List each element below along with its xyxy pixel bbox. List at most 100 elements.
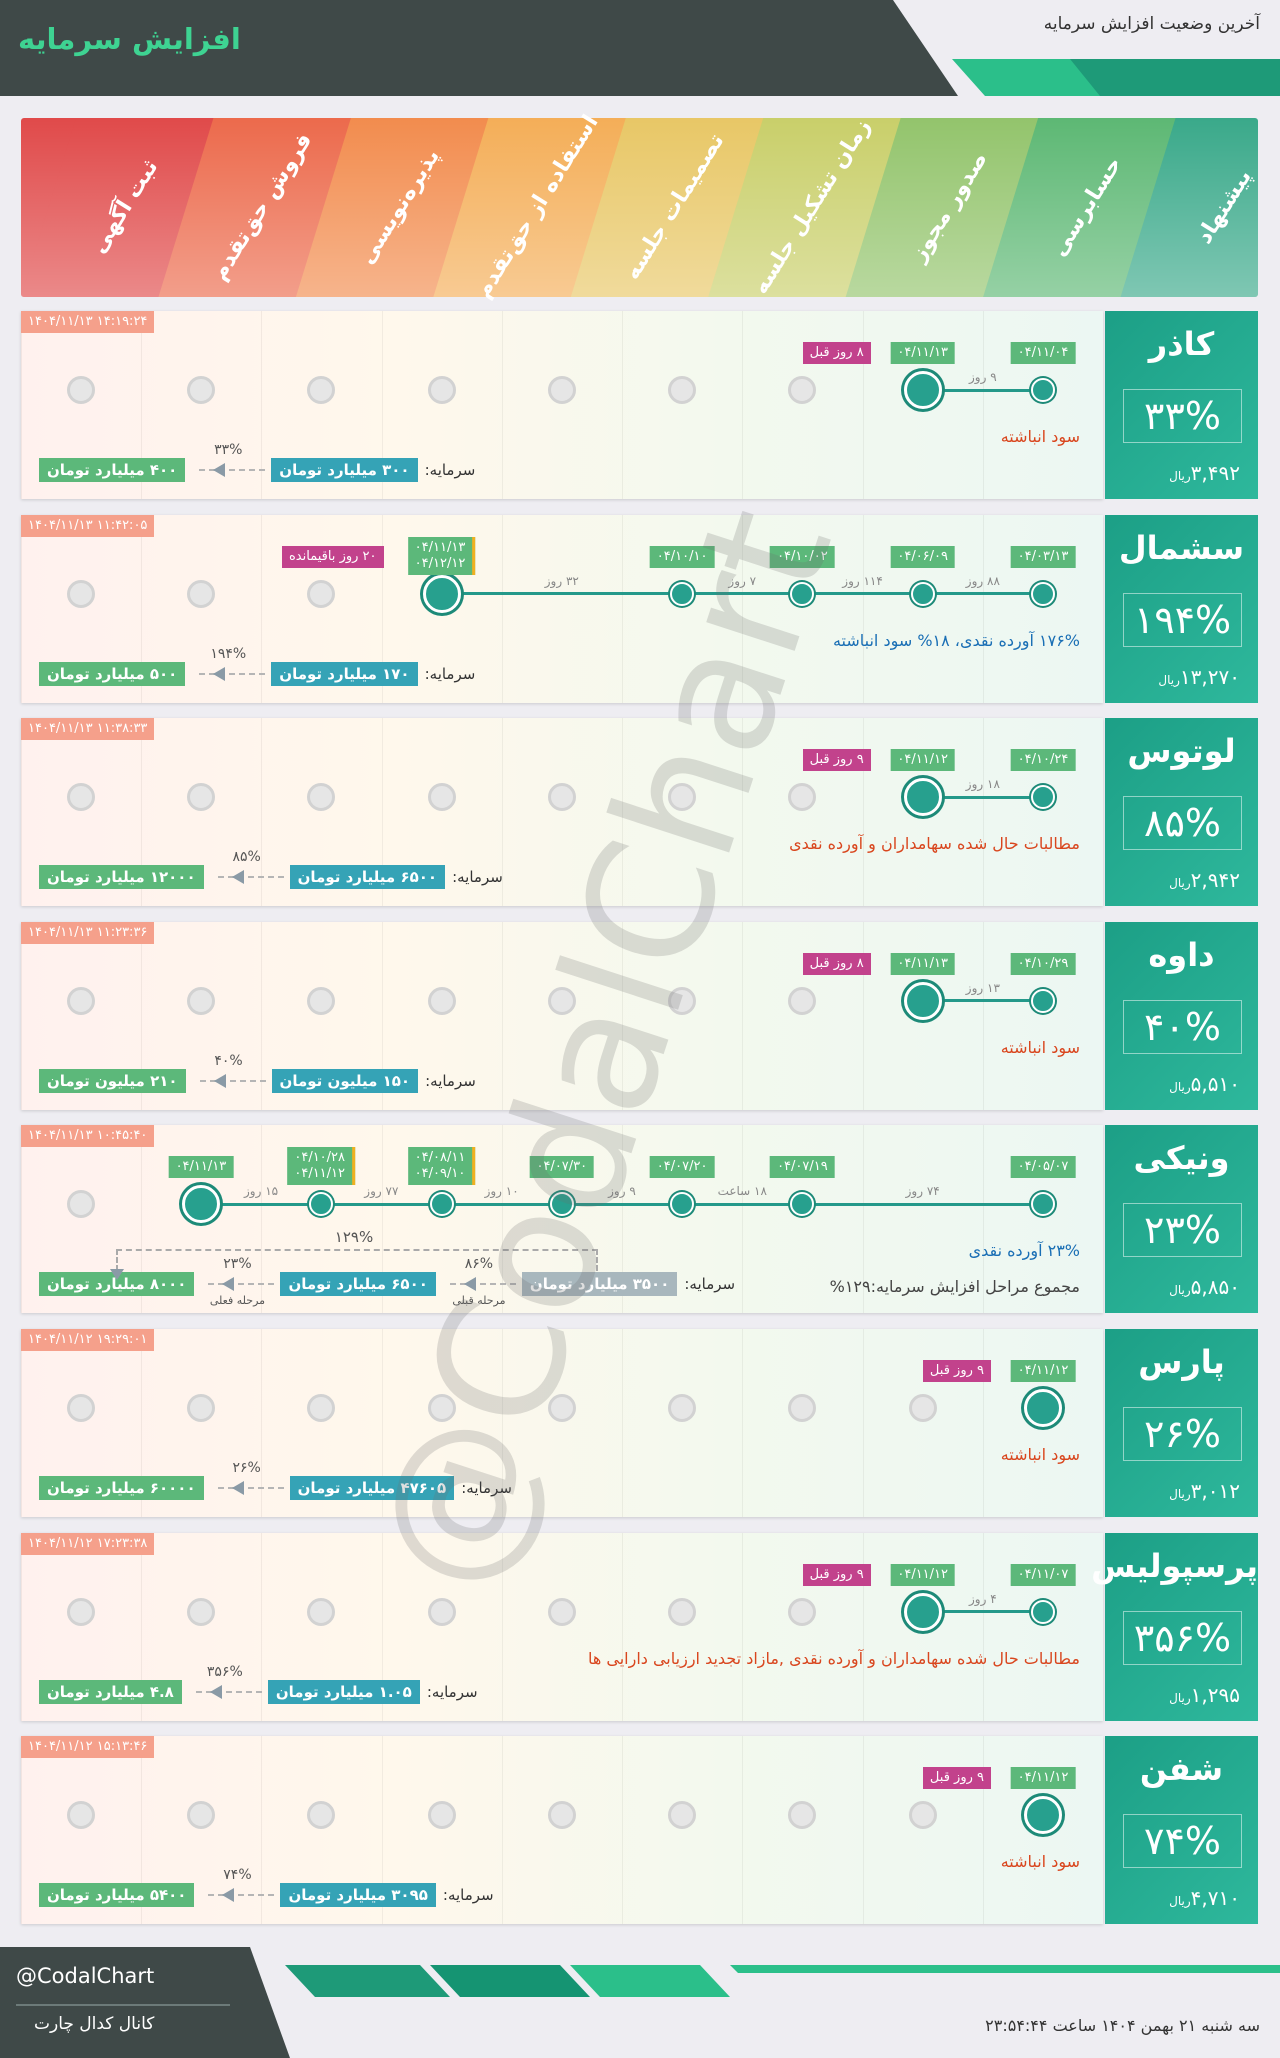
column-divider	[622, 1532, 624, 1721]
stage-circle	[668, 1597, 697, 1626]
timeline-line	[922, 795, 1043, 799]
date-label: ۰۴/۰۳/۱۳	[1010, 545, 1076, 568]
price: ۵,۵۱۰ ریال	[1169, 1072, 1240, 1096]
company-name: کاذر	[1148, 325, 1215, 363]
company-card	[20, 1736, 1103, 1925]
currency: ریال	[1169, 1690, 1191, 1705]
price-value: ۵,۵۱۰	[1190, 1071, 1240, 1096]
stage-circle	[427, 1801, 456, 1830]
gap-label: ۳۲ روز	[544, 573, 579, 588]
column-divider	[862, 1532, 864, 1721]
percent-box: ۳۳%	[1123, 389, 1242, 443]
column-divider	[862, 1736, 864, 1925]
description: ۱۷۶% آورده نقدی، ۱۸% سود انباشته	[832, 630, 1080, 650]
column-divider	[261, 311, 263, 499]
price: ۴,۷۱۰ ریال	[1169, 1886, 1240, 1910]
column-divider	[140, 1532, 142, 1721]
date-label: ۰۴/۰۸/۱۱ ۰۴/۰۹/۱۰	[407, 1147, 476, 1186]
current-capital: ۱۷۰ میلیارد تومان	[271, 661, 418, 686]
price: ۳,۴۹۲ ریال	[1169, 461, 1240, 485]
price-value: ۴,۷۱۰	[1190, 1886, 1240, 1911]
stage-circle	[547, 783, 576, 812]
arrow-line	[199, 469, 266, 471]
column-divider	[983, 1736, 984, 1925]
column-divider	[622, 1329, 624, 1517]
column-divider	[381, 311, 383, 499]
stage-circle	[66, 1597, 95, 1626]
column-divider	[983, 1125, 984, 1314]
column-divider	[140, 1125, 142, 1314]
stage-circle	[547, 1394, 576, 1422]
currency: ریال	[1169, 1283, 1191, 1298]
capital-change: ۱۹۴%	[210, 645, 247, 662]
capital-change: ۷۴%	[223, 1867, 252, 1884]
percent-box: ۳۵۶%	[1123, 1610, 1242, 1665]
gap-label: ۸۸ روز	[965, 573, 1000, 588]
gap-label: ۹ روز	[969, 370, 997, 384]
column-divider	[140, 1736, 142, 1925]
column-divider	[501, 1736, 503, 1925]
column-divider	[501, 311, 503, 499]
price-value: ۳,۰۱۲	[1190, 1479, 1240, 1503]
status-badge: ۹ روز قبل	[802, 1563, 871, 1586]
column-divider	[742, 921, 744, 1110]
arrow-head	[463, 1277, 476, 1292]
stage-circle	[307, 376, 336, 404]
capital-arrow: ۷۴%	[200, 1867, 275, 1907]
description: سود انباشته	[1000, 1037, 1080, 1057]
percent-box: ۴۰%	[1123, 999, 1242, 1054]
column-divider	[622, 1736, 624, 1925]
current-stage	[181, 1185, 220, 1224]
date: ۰۴/۰۸/۱۱	[414, 1150, 466, 1166]
header-subtitle: آخرین وضعیت افزایش سرمایه	[1043, 14, 1260, 34]
stage-circle	[908, 1394, 937, 1422]
current-stage	[1024, 1389, 1062, 1427]
percent-box: ۲۶%	[1123, 1407, 1242, 1461]
footer-channel: کانال کدال چارت	[34, 2014, 155, 2034]
column-divider	[140, 921, 142, 1110]
status-badge: ۸ روز قبل	[802, 342, 871, 364]
currency: ریال	[1169, 1487, 1191, 1501]
stage-circle	[547, 986, 576, 1015]
status-badge: ۲۰ روز باقیمانده	[281, 545, 384, 568]
capital-arrow: ۸۵%	[210, 849, 284, 889]
date-label: ۰۴/۱۱/۱۳	[168, 1156, 234, 1179]
date: ۰۴/۱۰/۰۲	[777, 548, 828, 564]
milestone	[549, 1192, 574, 1217]
stage-circle	[788, 783, 817, 812]
date-label: ۰۴/۱۰/۲۸ ۰۴/۱۱/۱۲	[287, 1147, 356, 1186]
stage-circle	[307, 579, 336, 608]
date-label: ۰۴/۱۱/۱۲	[1010, 1360, 1076, 1382]
column-divider	[742, 1125, 744, 1314]
header-bg	[0, 0, 1280, 96]
arrow-line	[208, 1283, 275, 1286]
date: ۰۴/۱۱/۱۲	[1017, 1770, 1069, 1786]
description: سود انباشته	[1000, 1445, 1080, 1464]
stage-circle	[307, 986, 336, 1015]
stage-circle	[427, 986, 456, 1015]
footer-handle: @CodalChart	[16, 1964, 155, 1988]
banner-bands	[21, 118, 1258, 297]
stage-circle	[66, 376, 95, 404]
stage-circle	[668, 1801, 697, 1830]
stage-circle	[788, 376, 817, 404]
date: ۰۴/۰۵/۰۷	[1017, 1159, 1069, 1175]
arrow-head	[222, 1888, 235, 1903]
stage-circle	[66, 1394, 95, 1422]
currency: ریال	[1169, 1894, 1191, 1909]
column-divider	[140, 514, 142, 703]
stage-circle	[547, 1801, 576, 1830]
current-stage	[903, 981, 942, 1020]
stage-circle	[668, 986, 697, 1015]
price-value: ۳,۴۹۲	[1190, 461, 1240, 485]
price: ۲,۹۴۲ ریال	[1169, 868, 1240, 892]
stage-circle	[668, 783, 697, 812]
timestamp: ۱۴۰۴/۱۱/۱۲ ۱۹:۲۹:۰۱	[21, 1329, 155, 1351]
status-badge: ۹ روز قبل	[802, 749, 871, 772]
company-name: لوتوس	[1127, 732, 1236, 771]
milestone	[1031, 378, 1055, 402]
milestone	[309, 1192, 334, 1217]
stage-circle	[66, 986, 95, 1015]
column-divider	[20, 1736, 22, 1925]
